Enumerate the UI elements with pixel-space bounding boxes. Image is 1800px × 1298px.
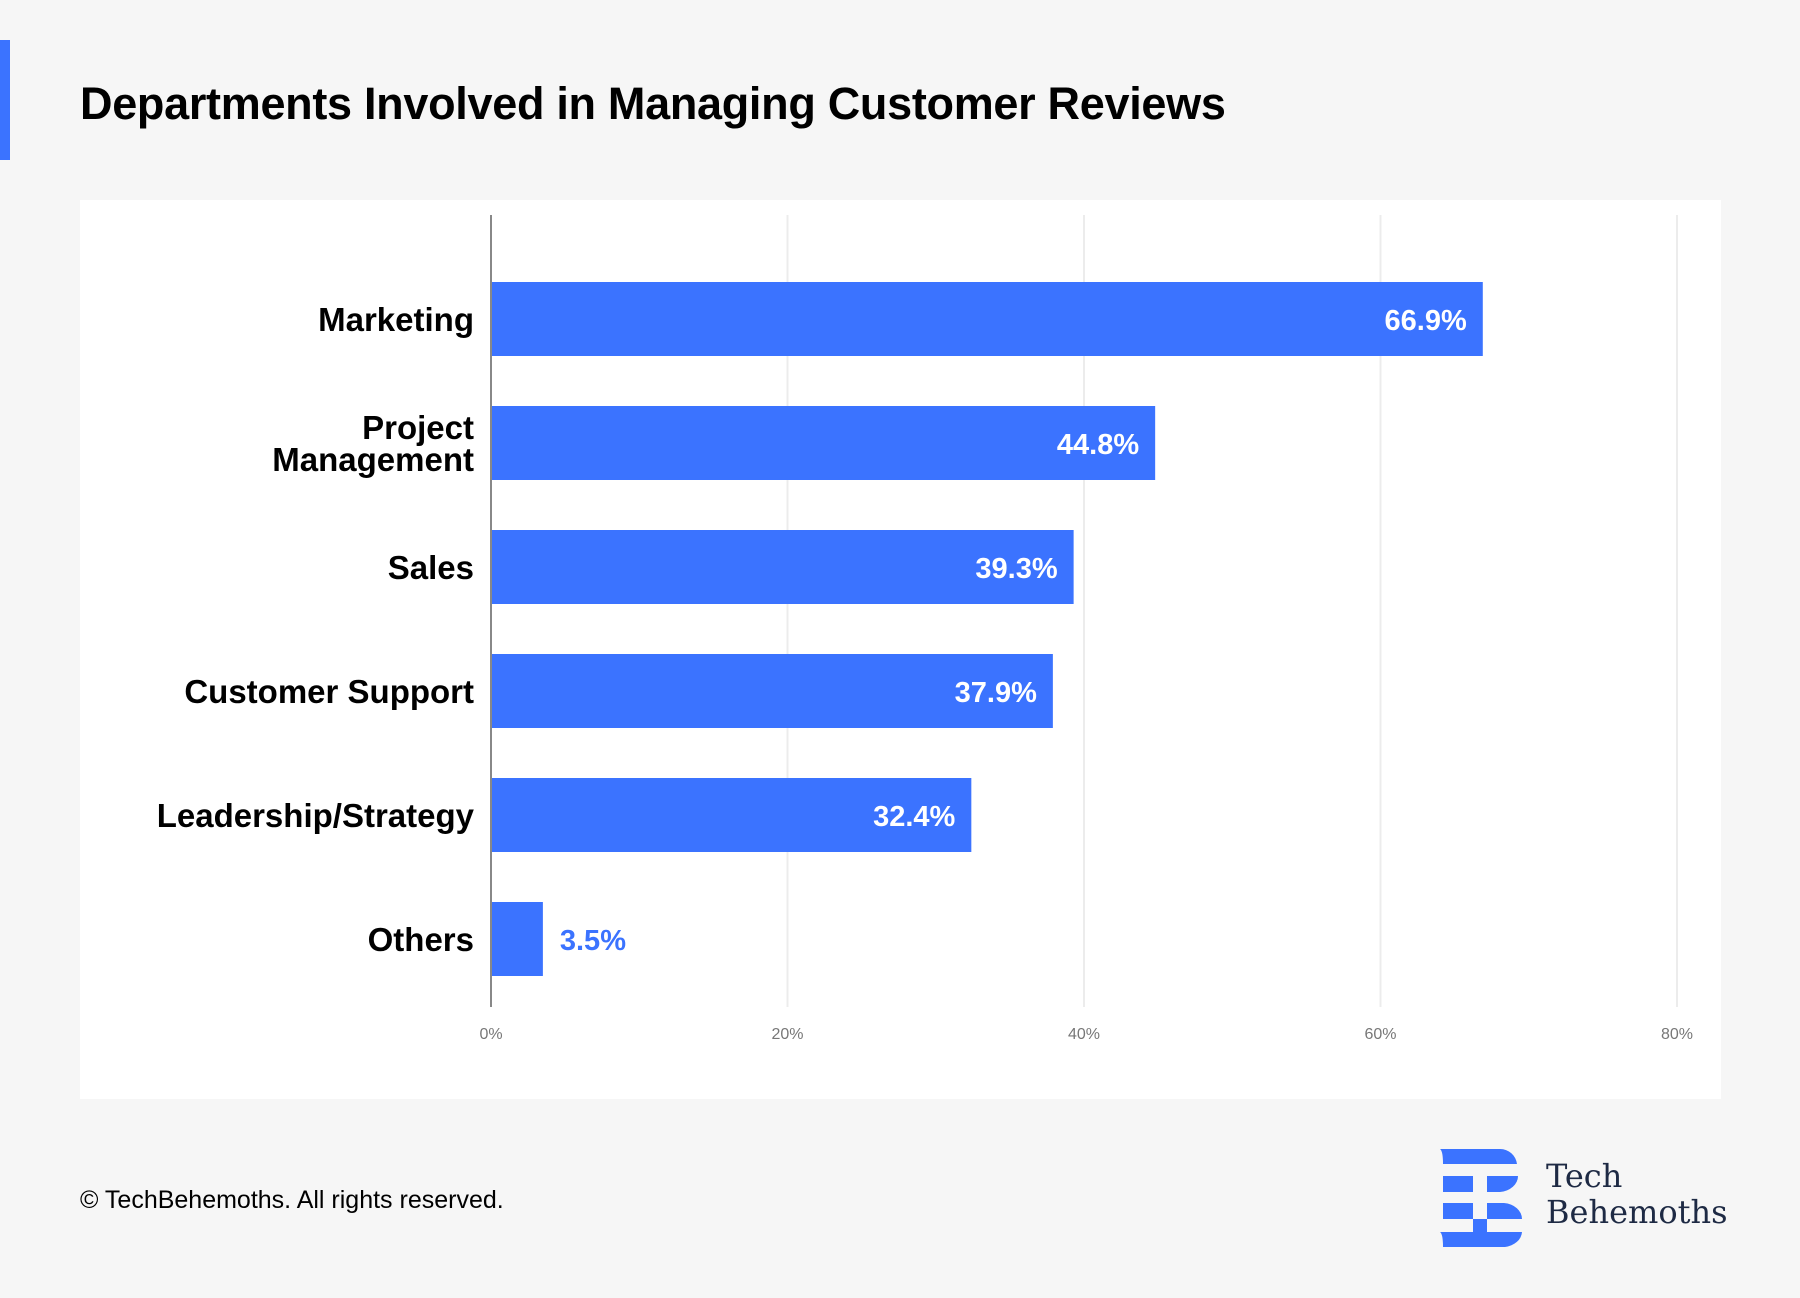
x-tick-label: 0%	[479, 1026, 502, 1043]
x-tick-label: 60%	[1364, 1026, 1396, 1043]
brand-line-1: Tech	[1546, 1157, 1623, 1195]
bar	[491, 778, 972, 852]
category-label-line: Marketing	[318, 301, 474, 338]
category-label-line: Customer Support	[184, 673, 474, 710]
category-label: Sales	[388, 549, 474, 586]
category-label: Project Management	[272, 409, 474, 478]
chart-card: 0% 20% 40% 60% 80% Marketing 66.9% Project Manag…	[80, 200, 1721, 1099]
x-tick-label: 80%	[1661, 1026, 1693, 1043]
value-label: 39.3%	[975, 553, 1057, 585]
techbehemoths-logo-icon	[1430, 1149, 1523, 1247]
bar	[491, 282, 1483, 356]
category-label: Others	[368, 921, 474, 958]
category-label-line: Project	[362, 409, 474, 446]
category-label: Leadership/Strategy	[157, 797, 475, 834]
category-label-line: Others	[368, 921, 474, 958]
brand-line-2: Behemoths	[1546, 1193, 1728, 1231]
category-label-line: Management	[272, 441, 474, 478]
category-label: Marketing	[318, 301, 474, 338]
category-label-line: Leadership/Strategy	[157, 797, 475, 834]
bar	[491, 530, 1074, 604]
value-label: 37.9%	[955, 677, 1037, 709]
copyright-text: © TechBehemoths. All rights reserved.	[80, 1186, 504, 1214]
value-label: 3.5%	[560, 925, 626, 957]
x-tick-label: 20%	[771, 1026, 803, 1043]
brand-wordmark: Tech Behemoths	[1546, 1158, 1728, 1230]
category-label: Customer Support	[184, 673, 474, 710]
value-label: 32.4%	[873, 801, 955, 833]
value-label: 44.8%	[1057, 429, 1139, 461]
value-label: 66.9%	[1385, 305, 1467, 337]
x-tick-label: 40%	[1068, 1026, 1100, 1043]
bar	[491, 406, 1156, 480]
title-accent-bar	[0, 40, 10, 160]
category-label-line: Sales	[388, 549, 474, 586]
bar	[491, 654, 1053, 728]
page-title: Departments Involved in Managing Custome…	[80, 78, 1226, 129]
bar-chart: 0% 20% 40% 60% 80% Marketing 66.9% Project Manag…	[157, 215, 1693, 1043]
bar	[491, 902, 543, 976]
